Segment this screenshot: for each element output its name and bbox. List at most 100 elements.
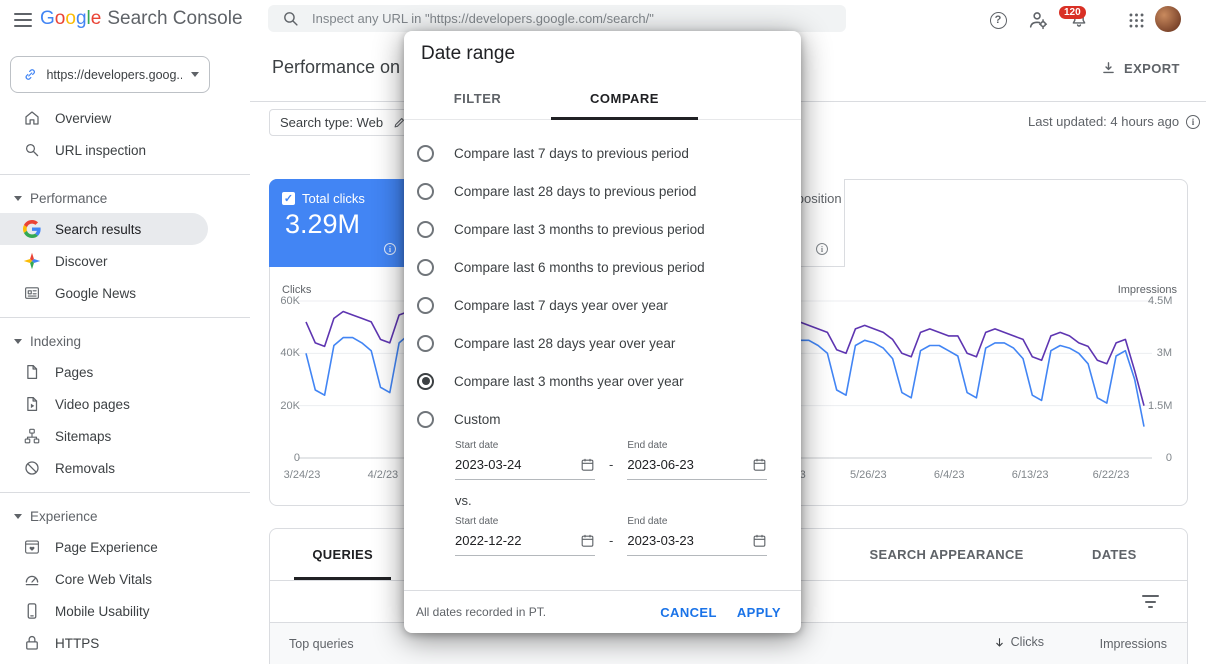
sidebar-item-video-pages[interactable]: Video pages <box>0 388 208 420</box>
radio-icon[interactable] <box>417 182 434 200</box>
start-date-label: Start date <box>455 440 499 451</box>
chevron-down-icon <box>191 72 199 77</box>
sidebar-item-url-inspection[interactable]: URL inspection <box>0 134 208 166</box>
end-date-field[interactable]: End date 2023-06-23 <box>627 440 768 480</box>
sidebar-item-label: Google News <box>55 285 137 301</box>
x-axis-label: 6/13/23 <box>1011 469 1049 481</box>
sidebar-item-label: Discover <box>55 253 108 269</box>
radio-icon[interactable] <box>417 372 434 390</box>
export-button[interactable]: EXPORT <box>1100 60 1180 77</box>
sidebar-item-label: Pages <box>55 364 94 380</box>
discover-icon <box>23 252 41 270</box>
date-range-dash: - <box>609 533 614 548</box>
url-inspection-search-input[interactable]: Inspect any URL in "https://developers.g… <box>268 5 846 32</box>
tab-label: DATES <box>1092 547 1137 562</box>
sidebar-item-google-news[interactable]: Google News <box>0 277 208 309</box>
sidebar-item-removals[interactable]: Removals <box>0 452 208 484</box>
info-icon[interactable]: i <box>384 243 396 255</box>
radio-icon[interactable] <box>417 410 434 428</box>
user-settings-button[interactable] <box>1026 8 1050 32</box>
sidebar-item-https[interactable]: HTTPS <box>0 627 208 659</box>
tab-queries[interactable]: QUERIES <box>270 529 415 580</box>
app-logo: Google Search Console <box>40 8 243 30</box>
radio-icon[interactable] <box>417 258 434 276</box>
sidebar-item-label: Core Web Vitals <box>55 571 153 587</box>
compare-option-custom[interactable]: Custom <box>404 400 801 438</box>
column-header-clicks[interactable]: Clicks <box>993 635 1044 649</box>
avatar[interactable] <box>1155 6 1181 32</box>
vs-label: vs. <box>455 493 472 508</box>
apply-button[interactable]: APPLY <box>727 597 791 628</box>
search-placeholder: Inspect any URL in "https://developers.g… <box>312 11 654 26</box>
end-date-label: End date <box>627 440 668 451</box>
compare-option-compare-last-7-days-year-over-year[interactable]: Compare last 7 days year over year <box>404 286 801 324</box>
sidebar-item-mobile-usability[interactable]: Mobile Usability <box>0 595 208 627</box>
custom-date-range: Start date 2023-03-24 - End date 2023-06… <box>455 440 785 556</box>
calendar-icon[interactable] <box>580 533 595 548</box>
metric-card-total-clicks[interactable]: ✓ Total clicks 3.29M i <box>269 179 413 267</box>
cancel-button[interactable]: CANCEL <box>650 597 727 628</box>
compare-option-label: Custom <box>454 411 501 427</box>
info-icon[interactable]: i <box>816 243 828 255</box>
property-link-icon <box>25 69 35 80</box>
help-button[interactable]: ? <box>988 10 1008 30</box>
dialog-tab-compare[interactable]: COMPARE <box>551 79 698 120</box>
sidebar-item-search-results[interactable]: Search results <box>0 213 208 245</box>
sidebar-item-discover[interactable]: Discover <box>0 245 208 277</box>
sidebar-item-core-web-vitals[interactable]: Core Web Vitals <box>0 563 208 595</box>
start-date-field[interactable]: Start date 2023-03-24 <box>455 440 595 480</box>
right-axis-title: Impressions <box>1117 284 1177 296</box>
sidebar-section-indexing[interactable]: Indexing <box>0 326 250 356</box>
sidebar-nav: Overview URL inspection Performance Search … <box>0 102 250 659</box>
info-icon[interactable]: i <box>1186 114 1201 129</box>
left-axis-title: Clicks <box>282 284 312 296</box>
compare-option-compare-last-6-months-to-previous-period[interactable]: Compare last 6 months to previous period <box>404 248 801 286</box>
compare-option-compare-last-3-months-to-previous-period[interactable]: Compare last 3 months to previous period <box>404 210 801 248</box>
apps-grid-icon <box>1129 13 1143 27</box>
sidebar-item-overview[interactable]: Overview <box>0 102 208 134</box>
apps-grid-button[interactable] <box>1126 10 1146 30</box>
dialog-footer: All dates recorded in PT. CANCEL APPLY <box>404 590 801 633</box>
dialog-tab-filter[interactable]: FILTER <box>453 90 502 106</box>
date-range-dash: - <box>609 457 614 472</box>
sidebar-item-pages[interactable]: Pages <box>0 356 208 388</box>
x-axis-label: 5/26/23 <box>849 469 887 481</box>
filter-icon[interactable] <box>1142 595 1159 608</box>
sidebar-section-experience[interactable]: Experience <box>0 501 250 531</box>
google-g-icon <box>23 220 41 238</box>
compare-start-date-field[interactable]: Start date 2022-12-22 <box>455 516 595 556</box>
sidebar-item-label: Removals <box>55 460 116 476</box>
y-axis-tick: 40K <box>280 347 300 360</box>
compare-options-list: Compare last 7 days to previous period Co… <box>404 134 801 438</box>
tab-search-appearance[interactable]: SEARCH APPEARANCE <box>852 529 1042 580</box>
calendar-icon[interactable] <box>752 457 767 472</box>
sidebar-section-performance[interactable]: Performance <box>0 183 250 213</box>
radio-icon[interactable] <box>417 144 434 162</box>
compare-option-label: Compare last 7 days year over year <box>454 297 668 313</box>
sidebar-item-sitemaps[interactable]: Sitemaps <box>0 420 208 452</box>
x-axis-label: 3/24/23 <box>283 469 321 481</box>
tab-dates[interactable]: DATES <box>1042 529 1187 580</box>
checkbox-checked-icon[interactable]: ✓ <box>282 192 295 205</box>
compare-end-date-field[interactable]: End date 2023-03-23 <box>627 516 768 556</box>
sidebar-item-label: Overview <box>55 110 112 126</box>
property-selector[interactable]: https://developers.goog... <box>10 56 210 93</box>
column-header-top-queries[interactable]: Top queries <box>289 637 354 651</box>
compare-option-compare-last-3-months-year-over-year[interactable]: Compare last 3 months year over year <box>404 362 801 400</box>
sidebar-item-page-experience[interactable]: Page Experience <box>0 531 208 563</box>
compare-option-compare-last-7-days-to-previous-period[interactable]: Compare last 7 days to previous period <box>404 134 801 172</box>
radio-icon[interactable] <box>417 296 434 314</box>
menu-button[interactable] <box>10 11 36 29</box>
end-date-label: End date <box>627 516 668 527</box>
search-type-chip[interactable]: Search type: Web <box>269 109 419 136</box>
calendar-icon[interactable] <box>580 457 595 472</box>
edit-pencil-icon[interactable] <box>392 115 407 130</box>
column-header-impressions[interactable]: Impressions <box>1099 637 1167 651</box>
compare-option-compare-last-28-days-to-previous-period[interactable]: Compare last 28 days to previous period <box>404 172 801 210</box>
radio-icon[interactable] <box>417 220 434 238</box>
calendar-icon[interactable] <box>752 533 767 548</box>
compare-option-compare-last-28-days-year-over-year[interactable]: Compare last 28 days year over year <box>404 324 801 362</box>
radio-icon[interactable] <box>417 334 434 352</box>
metric-label: Total clicks <box>302 191 365 206</box>
sidebar-section-label: Performance <box>30 190 108 206</box>
